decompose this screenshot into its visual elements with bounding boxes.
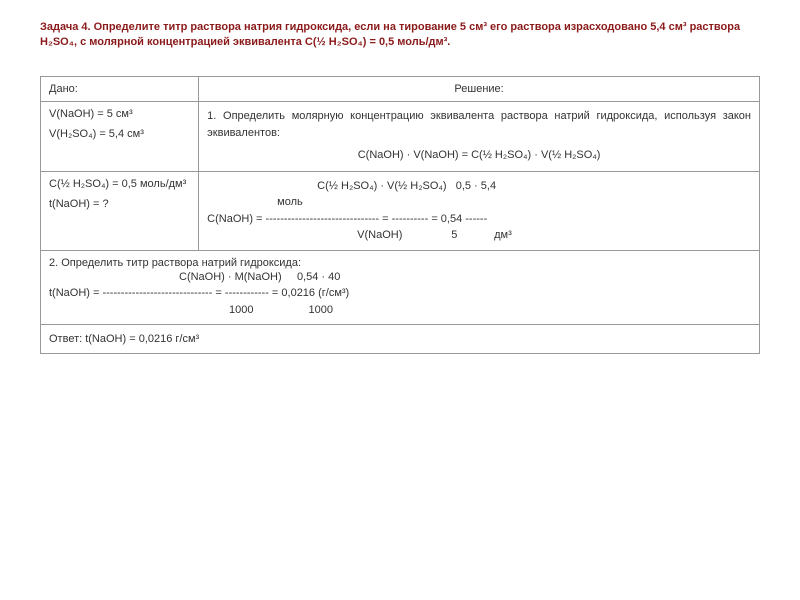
answer-row: Ответ: t(NaOH) = 0,0216 г/см³: [41, 325, 760, 354]
calc1-unit: моль: [207, 194, 751, 211]
calc2-denom: 1000 1000: [49, 302, 751, 319]
solution-step1: 1. Определить молярную концентрацию экви…: [199, 101, 760, 171]
answer-cell: Ответ: t(NaOH) = 0,0216 г/см³: [41, 325, 760, 354]
calc1-numerator: C(½ H₂SO₄) · V(½ H₂SO₄) 0,5 · 5,4: [207, 178, 751, 195]
given-header: Дано:: [41, 76, 199, 101]
step2-description: 2. Определить титр раствора натрий гидро…: [49, 257, 751, 269]
given-block2: C(½ H₂SO₄) = 0,5 моль/дм³ t(NaOH) = ?: [41, 171, 199, 250]
problem-title: Задача 4. Определите титр раствора натри…: [40, 20, 760, 51]
header-row: Дано: Решение:: [41, 76, 760, 101]
given-text-4: t(NaOH) = ?: [49, 198, 190, 210]
step1-description: 1. Определить молярную концентрацию экви…: [207, 108, 751, 143]
calc2-numerator: C(NaOH) · M(NaOH) 0,54 · 40: [49, 269, 751, 286]
row-3: 2. Определить титр раствора натрий гидро…: [41, 250, 760, 325]
calc2-equation: t(NaOH) = ------------------------------…: [49, 285, 751, 302]
problem-table: Дано: Решение: V(NaOH) = 5 см³ V(H₂SO₄) …: [40, 76, 760, 354]
solution-calc1: C(½ H₂SO₄) · V(½ H₂SO₄) 0,5 · 5,4 моль C…: [199, 171, 760, 250]
step1-formula: C(NaOH) · V(NaOH) = C(½ H₂SO₄) · V(½ H₂S…: [207, 147, 751, 165]
given-text-3: C(½ H₂SO₄) = 0,5 моль/дм³: [49, 178, 190, 190]
given-line1: V(NaOH) = 5 см³ V(H₂SO₄) = 5,4 см³: [41, 101, 199, 171]
solution-header: Решение:: [199, 76, 760, 101]
given-text-1: V(NaOH) = 5 см³: [49, 108, 190, 120]
solution-step2: 2. Определить титр раствора натрий гидро…: [41, 250, 760, 325]
row-1: V(NaOH) = 5 см³ V(H₂SO₄) = 5,4 см³ 1. Оп…: [41, 101, 760, 171]
calc1-equation: C(NaOH) = ------------------------------…: [207, 211, 751, 228]
calc1-denom: V(NaOH) 5 дм³: [207, 227, 751, 244]
given-text-2: V(H₂SO₄) = 5,4 см³: [49, 128, 190, 140]
document-container: Задача 4. Определите титр раствора натри…: [0, 0, 800, 374]
row-2: C(½ H₂SO₄) = 0,5 моль/дм³ t(NaOH) = ? C(…: [41, 171, 760, 250]
